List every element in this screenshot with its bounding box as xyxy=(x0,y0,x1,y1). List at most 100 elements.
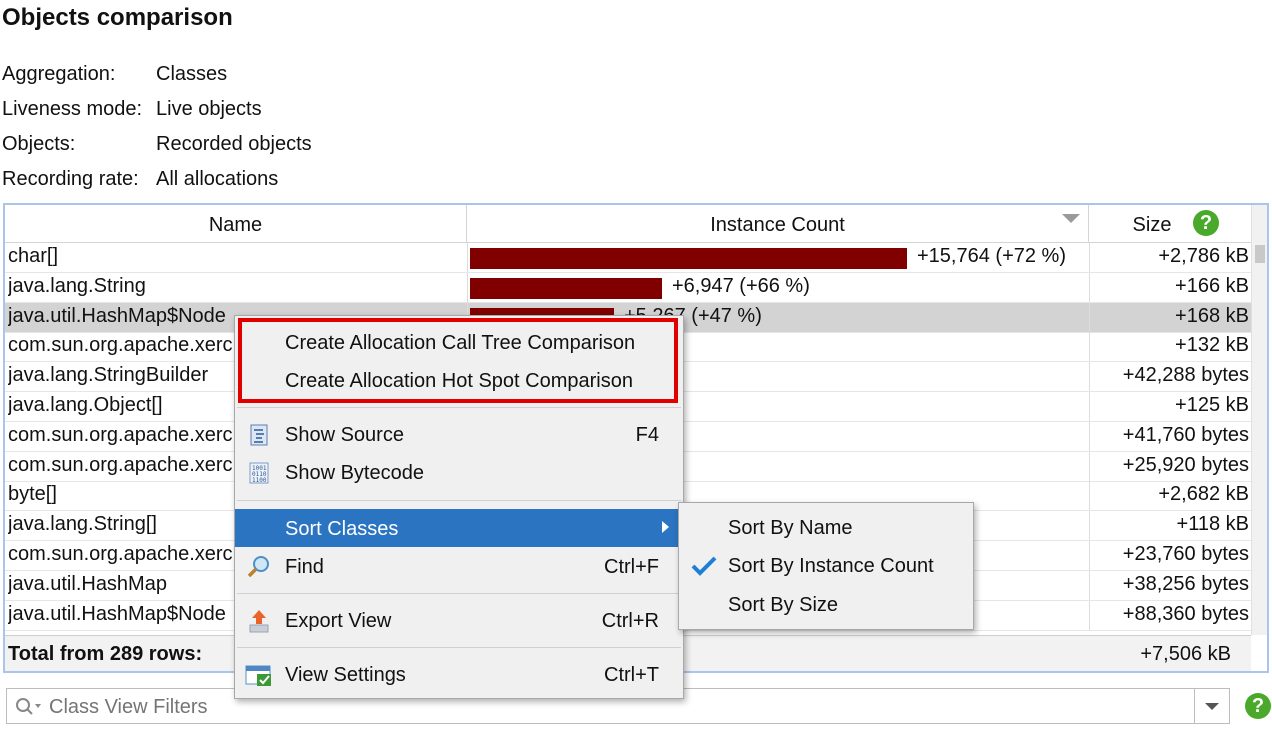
row-size-value: +168 kB xyxy=(1175,304,1249,327)
row-size-value: +38,256 bytes xyxy=(1122,572,1249,595)
row-class-name: com.sun.org.apache.xerc xyxy=(8,453,233,476)
info-objects-value: Recorded objects xyxy=(156,133,312,155)
row-size-value: +118 kB xyxy=(1176,513,1249,536)
total-label: Total from 289 rows: xyxy=(8,643,203,665)
row-size-value: +25,920 bytes xyxy=(1122,453,1249,476)
column-header-instance-count[interactable]: Instance Count xyxy=(467,205,1089,242)
column-separator xyxy=(1089,243,1090,272)
menu-separator xyxy=(237,593,681,594)
instance-count-bar xyxy=(470,248,907,269)
help-icon[interactable]: ? xyxy=(1193,210,1219,236)
row-class-name: char[] xyxy=(8,245,59,267)
row-class-name: com.sun.org.apache.xerc xyxy=(8,423,233,446)
menu-show-source[interactable]: Show Source F4 xyxy=(235,417,683,453)
submenu-item-label: Sort By Instance Count xyxy=(728,555,934,577)
row-class-name: java.lang.String[] xyxy=(8,513,157,536)
svg-text:1100: 1100 xyxy=(252,477,267,484)
sort-descending-icon xyxy=(1062,214,1080,223)
instance-count-bar xyxy=(470,277,662,299)
menu-item-shortcut: Ctrl+F xyxy=(604,556,659,578)
menu-export-view[interactable]: Export View Ctrl+R xyxy=(235,603,683,639)
highlight-box xyxy=(238,318,678,403)
menu-separator xyxy=(237,647,681,648)
column-header-size-label: Size xyxy=(1132,214,1172,236)
svg-text:0110: 0110 xyxy=(252,471,267,478)
menu-create-call-tree-comparison[interactable]: Create Allocation Call Tree Comparison xyxy=(235,325,683,361)
filter-help-icon[interactable]: ? xyxy=(1245,693,1271,719)
row-class-name: byte[] xyxy=(8,483,57,506)
filter-dropdown-button[interactable] xyxy=(1194,689,1229,723)
menu-item-shortcut: Ctrl+R xyxy=(601,610,659,632)
menu-item-label: Create Allocation Call Tree Comparison xyxy=(285,332,636,354)
submenu-sort-by-size[interactable]: Sort By Size xyxy=(679,587,973,623)
menu-item-label: Export View xyxy=(285,610,392,632)
search-icon xyxy=(16,698,41,715)
row-size-value: +125 kB xyxy=(1175,394,1249,416)
row-class-name: com.sun.org.apache.xerc xyxy=(8,543,233,565)
row-class-name: java.util.HashMap xyxy=(8,572,167,595)
menu-item-label: Show Source xyxy=(285,424,404,446)
scrollbar-thumb[interactable] xyxy=(1255,245,1265,263)
sort-submenu: Sort By Name Sort By Instance Count Sort… xyxy=(678,502,974,630)
column-separator xyxy=(1089,392,1090,421)
row-size-value: +2,682 kB xyxy=(1158,483,1249,506)
menu-item-shortcut: Ctrl+T xyxy=(604,664,659,686)
submenu-item-label: Sort By Size xyxy=(728,594,839,616)
menu-show-bytecode[interactable]: 1001 0110 1100 Show Bytecode xyxy=(235,455,683,491)
column-separator xyxy=(467,243,468,272)
total-size: +7,506 kB xyxy=(1140,643,1231,665)
column-separator xyxy=(1089,332,1090,362)
info-aggregation-value: Classes xyxy=(156,63,228,85)
info-liveness-value: Live objects xyxy=(156,98,262,120)
column-separator xyxy=(1089,481,1090,511)
vertical-scrollbar[interactable] xyxy=(1251,205,1267,635)
row-class-name: java.util.HashMap$Node xyxy=(8,304,226,327)
menu-separator xyxy=(237,407,681,408)
column-separator xyxy=(1089,451,1090,481)
column-separator xyxy=(1089,362,1090,392)
row-size-value: +88,360 bytes xyxy=(1122,602,1249,625)
info-objects-label: Objects: xyxy=(2,133,76,155)
row-size-value: +23,760 bytes xyxy=(1122,543,1249,565)
column-separator xyxy=(467,272,468,302)
row-size-value: +42,288 bytes xyxy=(1122,364,1249,387)
column-header-name[interactable]: Name xyxy=(5,205,467,242)
magnifier-icon xyxy=(247,556,269,578)
menu-view-settings[interactable]: View Settings Ctrl+T xyxy=(235,657,683,693)
info-aggregation-label: Aggregation: xyxy=(2,63,116,85)
menu-find[interactable]: Find Ctrl+F xyxy=(235,549,683,585)
settings-icon xyxy=(245,665,271,686)
column-separator xyxy=(1089,541,1090,570)
column-separator xyxy=(1089,511,1090,541)
info-rate-value: All allocations xyxy=(156,168,279,190)
row-size-value: +132 kB xyxy=(1175,334,1249,357)
menu-sort-classes[interactable]: Sort Classes xyxy=(235,509,683,547)
checkmark-icon xyxy=(691,556,717,576)
row-class-name: java.lang.StringBuilder xyxy=(8,364,209,387)
submenu-arrow-icon xyxy=(662,521,669,533)
column-header-count-label: Instance Count xyxy=(710,214,845,236)
column-separator xyxy=(1089,421,1090,451)
table-row[interactable]: char[] +15,764 (+72 %) +2,786 kB xyxy=(5,243,1251,273)
column-separator xyxy=(1089,302,1090,332)
menu-item-label: Show Bytecode xyxy=(285,462,424,484)
submenu-sort-by-name[interactable]: Sort By Name xyxy=(679,510,973,546)
submenu-item-label: Sort By Name xyxy=(728,517,853,539)
row-class-name: java.util.HashMap$Node xyxy=(8,602,226,625)
instance-count-value: +6,947 (+66 %) xyxy=(672,274,810,297)
table-row[interactable]: java.lang.String +6,947 (+66 %) +166 kB xyxy=(5,272,1251,303)
column-separator xyxy=(1089,272,1090,302)
source-icon xyxy=(250,424,268,446)
instance-count-value: +15,764 (+72 %) xyxy=(917,245,1066,267)
info-liveness-label: Liveness mode: xyxy=(2,98,143,120)
menu-item-shortcut: F4 xyxy=(635,424,659,446)
row-class-name: java.lang.String xyxy=(8,274,146,297)
menu-create-hot-spot-comparison[interactable]: Create Allocation Hot Spot Comparison xyxy=(235,363,683,399)
svg-text:1001: 1001 xyxy=(252,465,267,472)
menu-item-label: Create Allocation Hot Spot Comparison xyxy=(285,370,633,392)
column-header-size[interactable]: Size ? xyxy=(1089,205,1251,242)
submenu-sort-by-instance-count[interactable]: Sort By Instance Count xyxy=(679,548,973,584)
column-header-name-label: Name xyxy=(208,214,263,236)
menu-separator xyxy=(237,500,681,501)
info-rate-label: Recording rate: xyxy=(2,168,139,190)
